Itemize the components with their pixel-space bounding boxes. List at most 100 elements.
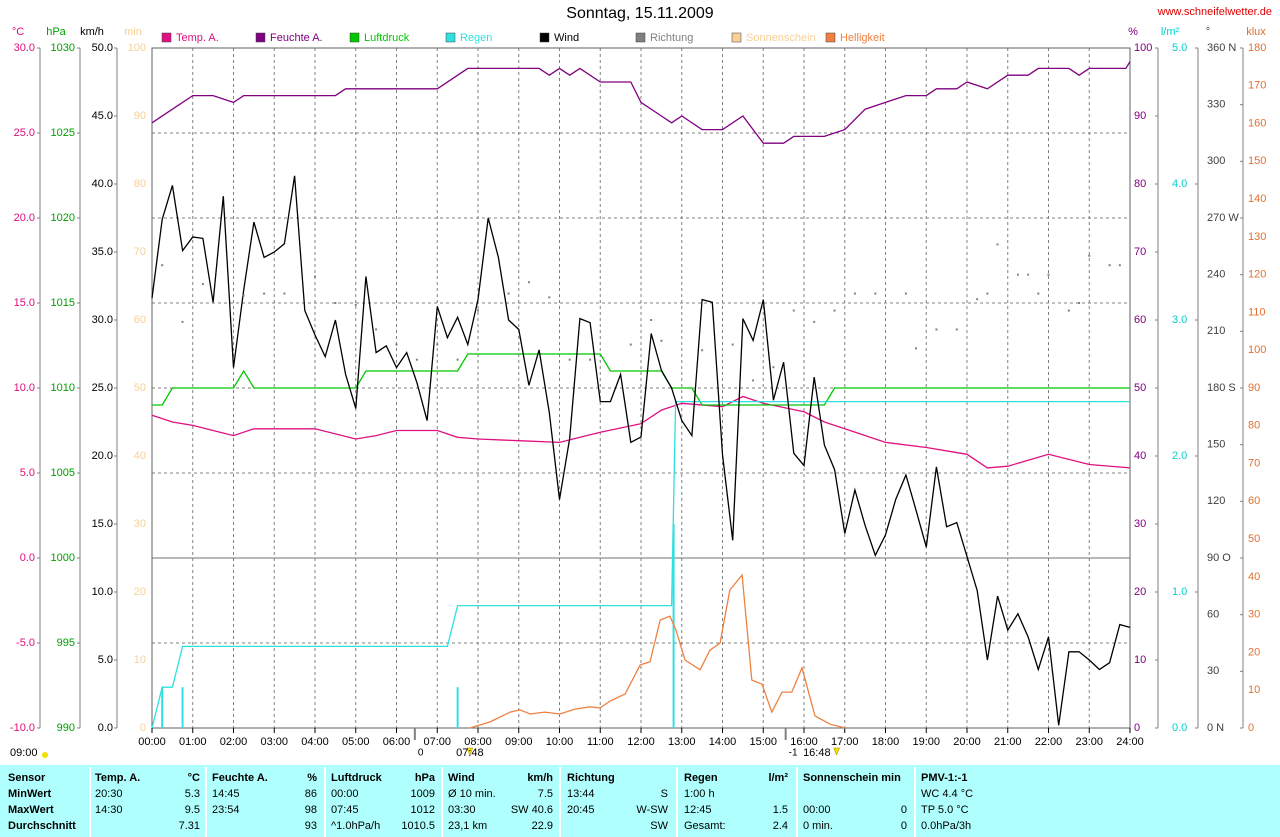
x-tick-label: 08:00 xyxy=(464,736,492,748)
direction-dot xyxy=(752,379,755,382)
y-tick-label: 30 xyxy=(1248,609,1260,621)
direction-dot xyxy=(853,292,856,295)
trend-label: -1 xyxy=(789,748,798,759)
direction-dot xyxy=(813,320,816,323)
y-tick-label: 2.0 xyxy=(1172,450,1187,462)
direction-dot xyxy=(161,264,164,267)
table-cell: Ø 10 min. xyxy=(448,788,496,800)
y-tick-label: 0.0 xyxy=(20,552,35,564)
table-cell: 20:45 xyxy=(567,804,595,816)
table-cell: TP 5.0 °C xyxy=(921,804,969,816)
y-tick-label: 1030 xyxy=(51,42,75,54)
table-header: Luftdruck xyxy=(331,772,383,784)
y-tick-label: 90 xyxy=(134,110,146,122)
table-cell: 1009 xyxy=(411,788,435,800)
y-tick-label: 40 xyxy=(1134,450,1146,462)
y-tick-label: 50 xyxy=(1134,382,1146,394)
x-tick-label: 14:00 xyxy=(709,736,737,748)
direction-dot xyxy=(1118,264,1121,267)
y-tick-label: 20.0 xyxy=(14,212,35,224)
y-tick-label: 990 xyxy=(57,722,75,734)
table-cell: 20:30 xyxy=(95,788,123,800)
direction-dot xyxy=(1027,273,1030,276)
y-tick-label: 140 xyxy=(1248,193,1266,205)
table-cell: 07:45 xyxy=(331,804,359,816)
y-tick-label: 50.0 xyxy=(92,42,113,54)
x-tick-label: 06:00 xyxy=(383,736,411,748)
footer-time: 09:00 xyxy=(10,747,38,759)
direction-dot xyxy=(904,292,907,295)
table-header: km/h xyxy=(527,772,553,784)
y-tick-label: 60 xyxy=(1134,314,1146,326)
table-header: l/m² xyxy=(768,772,788,784)
axis-unit: l/m² xyxy=(1161,26,1180,38)
direction-dot xyxy=(986,292,989,295)
y-tick-label: 90 O xyxy=(1207,552,1231,564)
table-cell: 9.5 xyxy=(185,804,200,816)
direction-dot xyxy=(415,358,418,361)
x-tick-label: 12:00 xyxy=(627,736,655,748)
y-tick-label: 30.0 xyxy=(14,42,35,54)
direction-dot xyxy=(701,349,704,352)
y-tick-label: 50 xyxy=(1248,533,1260,545)
table-cell: SW 40.6 xyxy=(511,804,553,816)
legend-label: Feuchte A. xyxy=(270,32,323,44)
y-tick-label: 120 xyxy=(1207,495,1225,507)
table-cell: MinWert xyxy=(8,788,52,800)
table-cell: 14:30 xyxy=(95,804,123,816)
y-tick-label: 1005 xyxy=(51,467,75,479)
trend-label: 0 xyxy=(418,748,424,759)
y-tick-label: 30 xyxy=(1207,665,1219,677)
y-tick-label: 5.0 xyxy=(98,654,113,666)
y-tick-label: 30 xyxy=(134,518,146,530)
table-cell: 0 xyxy=(901,804,907,816)
table-header: Sonnenschein min xyxy=(803,772,901,784)
sun-icon xyxy=(42,752,48,758)
chart-title: Sonntag, 15.11.2009 xyxy=(566,5,713,22)
x-tick-label: 07:00 xyxy=(423,736,451,748)
axis-unit: km/h xyxy=(80,26,104,38)
x-tick-label: 09:00 xyxy=(505,736,533,748)
direction-dot xyxy=(731,343,734,346)
direction-dot xyxy=(955,328,958,331)
y-tick-label: 60 xyxy=(134,314,146,326)
direction-dot xyxy=(568,358,571,361)
y-tick-label: 300 xyxy=(1207,155,1225,167)
table-cell: 14:45 xyxy=(212,788,240,800)
table-cell: 12:45 xyxy=(684,804,712,816)
direction-dot xyxy=(629,343,632,346)
x-tick-label: 15:00 xyxy=(749,736,777,748)
table-cell: 23:54 xyxy=(212,804,240,816)
axis-unit: min xyxy=(124,26,142,38)
y-tick-label: 1000 xyxy=(51,552,75,564)
table-header: Temp. A. xyxy=(95,772,140,784)
x-tick-label: 01:00 xyxy=(179,736,207,748)
legend-swatch xyxy=(445,32,456,43)
table-cell: MaxWert xyxy=(8,804,54,816)
y-tick-label: 90 xyxy=(1248,382,1260,394)
x-tick-label: 13:00 xyxy=(668,736,696,748)
x-tick-label: 03:00 xyxy=(260,736,288,748)
direction-dot xyxy=(548,296,551,299)
legend-label: Sonnenschein xyxy=(746,32,816,44)
direction-dot xyxy=(1047,273,1050,276)
y-tick-label: 25.0 xyxy=(92,382,113,394)
table-cell: 23,1 km xyxy=(448,820,487,832)
table-cell: 1012 xyxy=(411,804,435,816)
y-tick-label: 0.0 xyxy=(98,722,113,734)
table-cell: 98 xyxy=(305,804,317,816)
y-tick-label: 10 xyxy=(1134,654,1146,666)
direction-dot xyxy=(436,343,439,346)
table-cell: 7.31 xyxy=(179,820,200,832)
y-tick-label: 1.0 xyxy=(1172,586,1187,598)
y-tick-label: 90 xyxy=(1134,110,1146,122)
direction-dot xyxy=(1016,273,1019,276)
x-tick-label: 16:00 xyxy=(790,736,818,748)
y-tick-label: 0 xyxy=(1248,722,1254,734)
series-line xyxy=(151,395,1131,469)
x-tick-label: 18:00 xyxy=(872,736,900,748)
x-tick-label: 00:00 xyxy=(138,736,166,748)
y-tick-label: 25.0 xyxy=(14,127,35,139)
sun-marker xyxy=(466,747,474,756)
